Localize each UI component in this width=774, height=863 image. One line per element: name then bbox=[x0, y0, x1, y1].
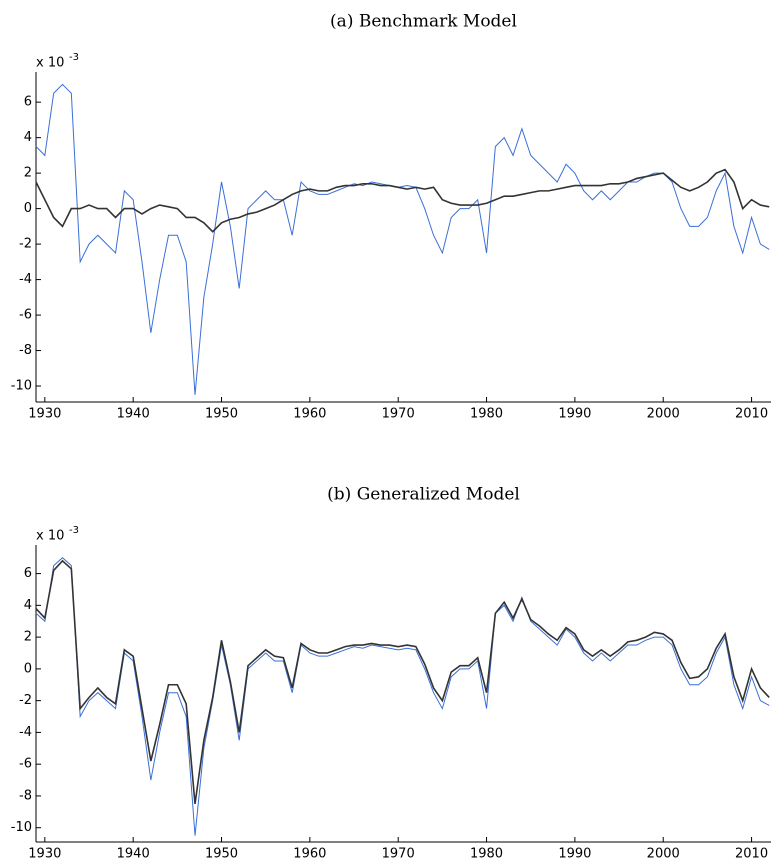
multiplier-base: x 10 bbox=[36, 529, 64, 544]
y-tick-label: 0 bbox=[24, 201, 32, 216]
multiplier-base: x 10 bbox=[36, 56, 64, 71]
y-tick-label: 2 bbox=[24, 630, 32, 645]
x-tick-label: 1990 bbox=[558, 847, 591, 862]
y-tick-label: -8 bbox=[19, 343, 32, 358]
y-tick-label: -10 bbox=[11, 820, 32, 835]
x-tick-label: 1940 bbox=[117, 847, 150, 862]
y-tick-label: 0 bbox=[24, 661, 32, 676]
x-tick-label: 1930 bbox=[28, 847, 61, 862]
x-tick-label: 1960 bbox=[293, 407, 326, 422]
series-line bbox=[35, 168, 770, 233]
y-tick-label: 6 bbox=[24, 566, 32, 581]
x-tick-label: 1990 bbox=[558, 407, 591, 422]
x-tick-label: 2010 bbox=[735, 847, 768, 862]
series-line bbox=[35, 559, 770, 804]
series-line bbox=[35, 557, 770, 836]
y-tick-label: -6 bbox=[19, 757, 32, 772]
x-tick-label: 1930 bbox=[28, 407, 61, 422]
x-tick-label: 1980 bbox=[470, 407, 503, 422]
y-tick-label: 6 bbox=[24, 95, 32, 110]
chart-title: (a) Benchmark Model bbox=[330, 12, 517, 32]
x-tick-label: 1970 bbox=[382, 407, 415, 422]
x-tick-label: 2000 bbox=[647, 407, 680, 422]
y-tick-label: -6 bbox=[19, 308, 32, 323]
x-tick-label: 1940 bbox=[117, 407, 150, 422]
x-tick-label: 1960 bbox=[293, 847, 326, 862]
series-line bbox=[35, 83, 770, 395]
x-tick-label: 1980 bbox=[470, 847, 503, 862]
x-tick-label: 2000 bbox=[647, 847, 680, 862]
chart-title: (b) Generalized Model bbox=[327, 485, 520, 505]
y-tick-label: -2 bbox=[19, 693, 32, 708]
y-tick-label: -4 bbox=[19, 272, 32, 287]
y-tick-label: -8 bbox=[19, 788, 32, 803]
multiplier-exponent: -3 bbox=[69, 525, 79, 536]
y-tick-label: -4 bbox=[19, 725, 32, 740]
y-tick-label: 4 bbox=[24, 598, 32, 613]
x-tick-label: 1950 bbox=[205, 407, 238, 422]
y-tick-label: -10 bbox=[11, 379, 32, 394]
y-tick-label: -2 bbox=[19, 237, 32, 252]
y-tick-label: 2 bbox=[24, 166, 32, 181]
x-tick-label: 1950 bbox=[205, 847, 238, 862]
y-tick-label: 4 bbox=[24, 130, 32, 145]
x-tick-label: 2010 bbox=[735, 407, 768, 422]
x-tick-label: 1970 bbox=[382, 847, 415, 862]
multiplier-exponent: -3 bbox=[69, 52, 79, 63]
